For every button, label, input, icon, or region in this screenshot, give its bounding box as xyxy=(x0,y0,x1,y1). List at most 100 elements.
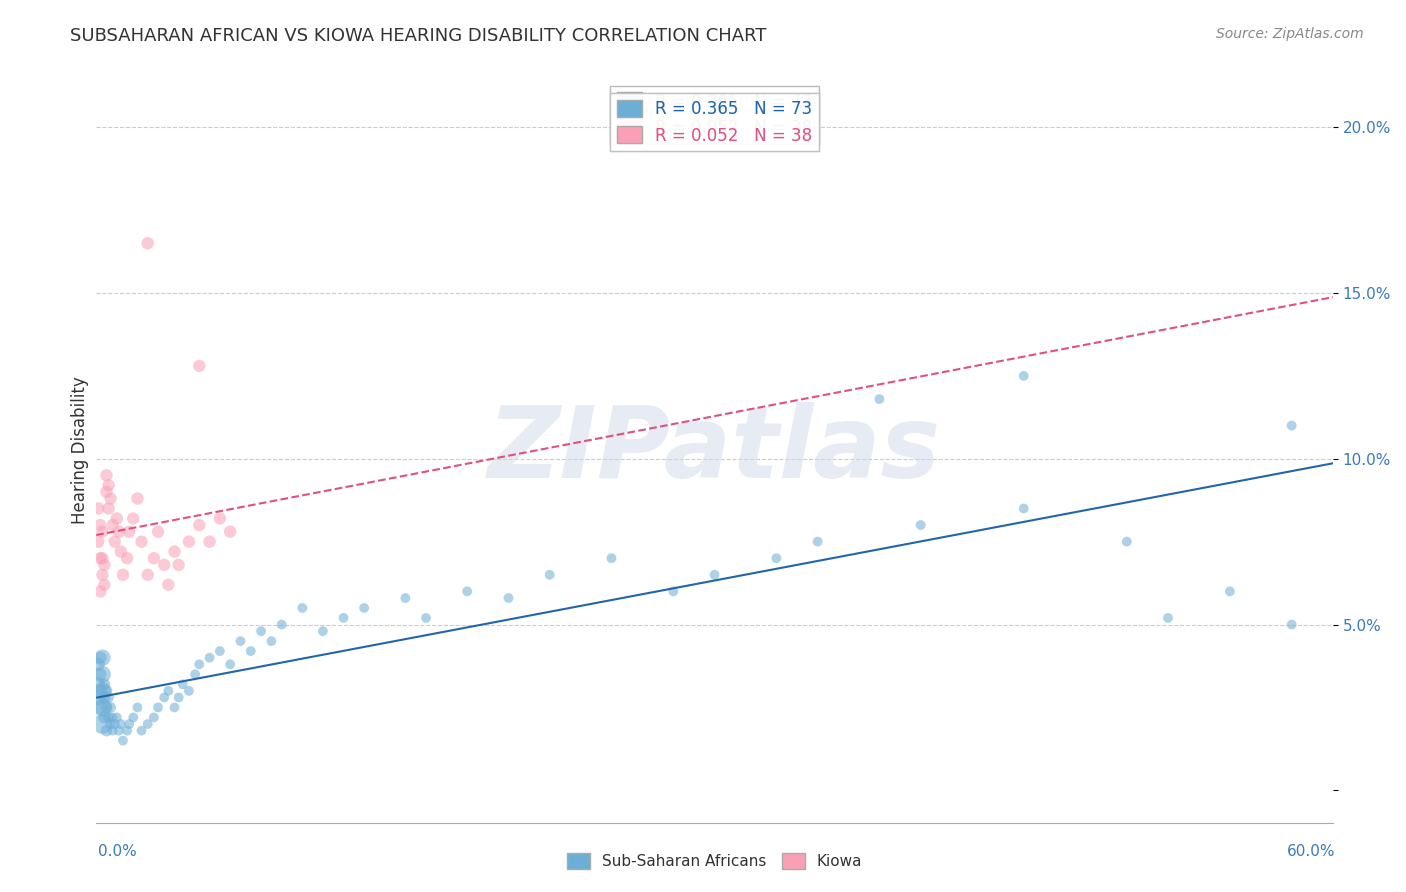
Point xyxy=(177,534,200,549)
Point xyxy=(122,511,145,525)
Point xyxy=(270,617,292,632)
Point xyxy=(97,690,120,705)
Point xyxy=(198,650,221,665)
Point xyxy=(498,591,520,605)
Point xyxy=(93,710,115,724)
Point xyxy=(93,677,115,691)
Point xyxy=(105,511,128,525)
Point xyxy=(91,524,114,539)
Point xyxy=(142,551,165,566)
Point xyxy=(131,723,153,738)
Point xyxy=(167,558,190,572)
Point xyxy=(415,611,437,625)
Point xyxy=(163,700,186,714)
Point xyxy=(163,544,186,558)
Point xyxy=(188,657,211,672)
Point xyxy=(208,511,231,525)
Point xyxy=(93,690,115,705)
Point xyxy=(703,567,725,582)
Point xyxy=(104,717,127,731)
Point xyxy=(167,690,190,705)
Point xyxy=(104,534,127,549)
Point xyxy=(239,644,262,658)
Text: ZIPatlas: ZIPatlas xyxy=(488,402,941,499)
Point xyxy=(87,501,110,516)
Point xyxy=(312,624,335,639)
Point xyxy=(96,484,118,499)
Point xyxy=(146,700,169,714)
Point xyxy=(332,611,354,625)
Point xyxy=(153,558,176,572)
Point xyxy=(100,700,122,714)
Point xyxy=(118,524,141,539)
Point xyxy=(136,717,159,731)
Point xyxy=(172,677,194,691)
Point xyxy=(89,667,111,681)
Point xyxy=(118,717,141,731)
Point xyxy=(91,667,114,681)
Point xyxy=(208,644,231,658)
Point xyxy=(101,518,124,533)
Point xyxy=(91,567,114,582)
Point xyxy=(101,723,124,738)
Point xyxy=(1012,501,1035,516)
Point xyxy=(89,700,111,714)
Point xyxy=(122,710,145,724)
Point xyxy=(142,710,165,724)
Point xyxy=(1115,534,1137,549)
Point xyxy=(188,518,211,533)
Point xyxy=(136,236,159,251)
Point xyxy=(127,491,149,506)
Point xyxy=(110,717,132,731)
Point xyxy=(111,733,134,747)
Point xyxy=(108,524,131,539)
Point xyxy=(219,657,242,672)
Point xyxy=(260,634,283,648)
Point xyxy=(110,544,132,558)
Point xyxy=(89,551,111,566)
Point xyxy=(108,723,131,738)
Point xyxy=(153,690,176,705)
Point xyxy=(456,584,478,599)
Point xyxy=(96,683,118,698)
Point xyxy=(89,584,111,599)
Point xyxy=(89,650,111,665)
Point xyxy=(157,578,180,592)
Point xyxy=(1157,611,1180,625)
Point xyxy=(115,551,138,566)
Point xyxy=(127,700,149,714)
Point xyxy=(662,584,685,599)
Point xyxy=(87,690,110,705)
Point xyxy=(198,534,221,549)
Point xyxy=(146,524,169,539)
Point xyxy=(91,717,114,731)
Point xyxy=(188,359,211,373)
Point xyxy=(1012,368,1035,383)
Point xyxy=(868,392,890,406)
Point xyxy=(1281,418,1303,433)
Point xyxy=(89,683,111,698)
Point xyxy=(115,723,138,738)
Point xyxy=(96,723,118,738)
Point xyxy=(87,677,110,691)
Point xyxy=(100,491,122,506)
Point xyxy=(111,567,134,582)
Point xyxy=(177,683,200,698)
Point xyxy=(96,700,118,714)
Point xyxy=(87,534,110,549)
Point xyxy=(600,551,623,566)
Point xyxy=(184,667,207,681)
Point xyxy=(97,710,120,724)
Point xyxy=(291,601,314,615)
Point xyxy=(1219,584,1241,599)
Legend: R = 0.365   N = 73, R = 0.052   N = 38: R = 0.365 N = 73, R = 0.052 N = 38 xyxy=(610,94,818,152)
Point xyxy=(807,534,830,549)
Point xyxy=(93,558,115,572)
Point xyxy=(91,683,114,698)
Point xyxy=(765,551,787,566)
Point xyxy=(105,710,128,724)
Point xyxy=(157,683,180,698)
Text: 0.0%: 0.0% xyxy=(98,845,138,859)
Point xyxy=(229,634,252,648)
Point xyxy=(250,624,273,639)
